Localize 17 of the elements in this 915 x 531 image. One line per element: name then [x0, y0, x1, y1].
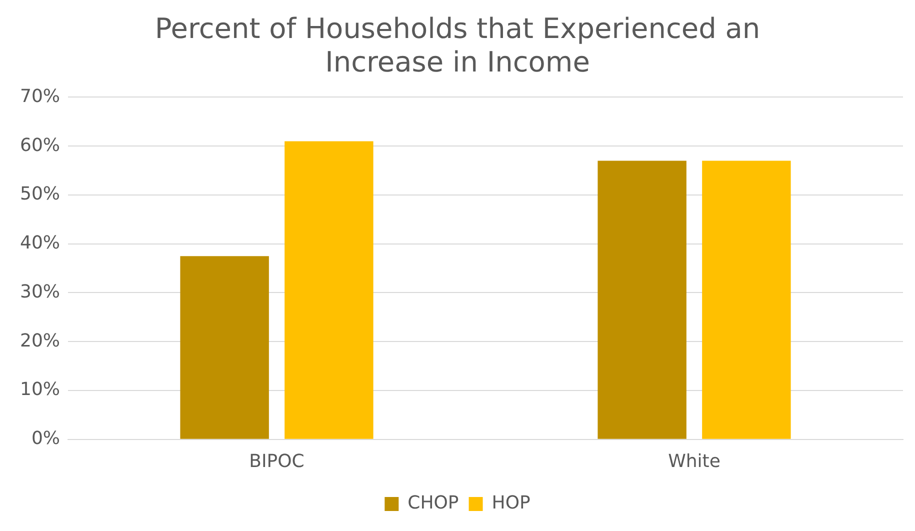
- y-tick-label: 40%: [20, 232, 60, 254]
- y-tick-label: 0%: [31, 428, 60, 450]
- bar: [180, 256, 269, 439]
- y-tick-label: 50%: [20, 184, 60, 205]
- legend-label: HOP: [492, 492, 530, 514]
- bar: [284, 141, 374, 439]
- x-tick-label: BIPOC: [249, 450, 304, 472]
- x-tick-label: White: [668, 450, 720, 472]
- y-tick-label: 10%: [20, 379, 60, 400]
- y-tick-label: 30%: [20, 281, 60, 302]
- legend-label: CHOP: [408, 492, 459, 514]
- y-tick-label: 60%: [20, 134, 60, 156]
- chart-title: Percent of Households that Experienced an Increase in Income: [154, 12, 760, 79]
- bar: [702, 160, 791, 439]
- y-tick-label: 70%: [20, 86, 60, 107]
- bar: [598, 160, 686, 439]
- y-tick-label: 20%: [20, 330, 60, 352]
